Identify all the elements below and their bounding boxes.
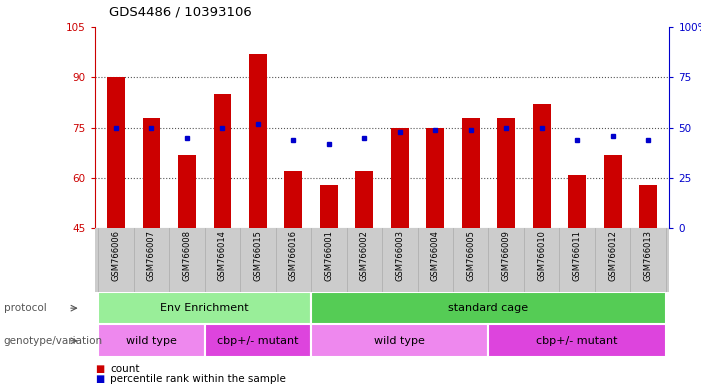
Bar	[311, 324, 489, 357]
Text: GSM766014: GSM766014	[218, 230, 227, 281]
Bar	[604, 155, 622, 228]
Text: GSM766015: GSM766015	[253, 230, 262, 281]
Bar	[205, 324, 311, 357]
Bar	[569, 175, 586, 228]
Text: wild type: wild type	[126, 336, 177, 346]
Text: protocol: protocol	[4, 303, 46, 313]
Bar	[214, 94, 231, 228]
Text: GSM766002: GSM766002	[360, 230, 369, 281]
Text: standard cage: standard cage	[449, 303, 529, 313]
Text: Env Enrichment: Env Enrichment	[161, 303, 249, 313]
Bar	[249, 54, 266, 228]
Text: GSM766008: GSM766008	[182, 230, 191, 281]
Bar	[355, 171, 373, 228]
Text: GSM766016: GSM766016	[289, 230, 298, 281]
Text: ■: ■	[95, 364, 104, 374]
Text: cbp+/- mutant: cbp+/- mutant	[536, 336, 618, 346]
Bar	[142, 118, 161, 228]
Bar	[489, 324, 666, 357]
Text: GSM766012: GSM766012	[608, 230, 617, 281]
Text: GSM766003: GSM766003	[395, 230, 404, 281]
Text: percentile rank within the sample: percentile rank within the sample	[110, 374, 286, 384]
Text: cbp+/- mutant: cbp+/- mutant	[217, 336, 299, 346]
Text: ■: ■	[95, 374, 104, 384]
Bar	[639, 185, 657, 228]
Bar	[285, 171, 302, 228]
Text: GSM766006: GSM766006	[111, 230, 121, 281]
Text: wild type: wild type	[374, 336, 426, 346]
Text: GSM766013: GSM766013	[644, 230, 653, 281]
Text: GSM766004: GSM766004	[431, 230, 440, 281]
Bar	[98, 292, 311, 324]
Text: GSM766007: GSM766007	[147, 230, 156, 281]
Text: GSM766010: GSM766010	[537, 230, 546, 281]
Text: GSM766009: GSM766009	[502, 230, 511, 281]
Text: GSM766005: GSM766005	[466, 230, 475, 281]
Text: GSM766011: GSM766011	[573, 230, 582, 281]
Bar	[462, 118, 479, 228]
Text: GDS4486 / 10393106: GDS4486 / 10393106	[109, 6, 252, 19]
Text: genotype/variation: genotype/variation	[4, 336, 102, 346]
Bar	[107, 77, 125, 228]
Bar	[178, 155, 196, 228]
Bar	[98, 324, 205, 357]
Bar	[426, 127, 444, 228]
Bar	[498, 118, 515, 228]
Bar	[533, 104, 550, 228]
Bar	[391, 127, 409, 228]
Bar	[320, 185, 338, 228]
Text: count: count	[110, 364, 139, 374]
Text: GSM766001: GSM766001	[325, 230, 333, 281]
Bar	[311, 292, 666, 324]
